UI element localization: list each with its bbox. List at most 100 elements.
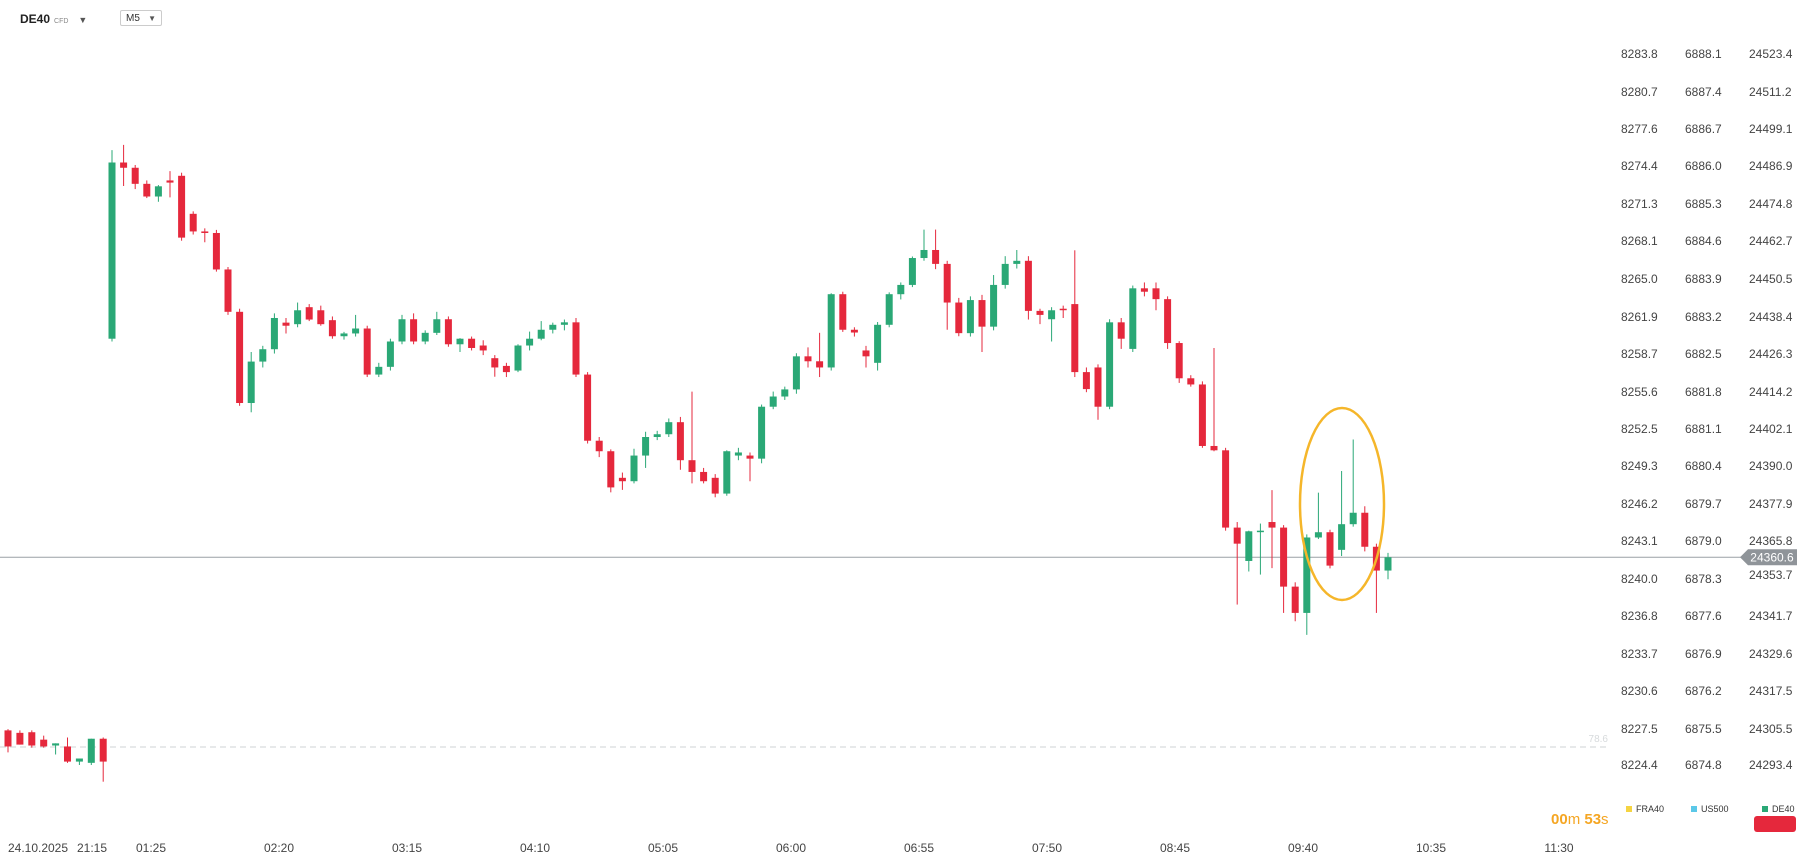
axis-label-fra40: 8277.6 xyxy=(1621,122,1658,136)
highlight-ellipse xyxy=(1298,406,1386,602)
candle-body xyxy=(328,320,336,337)
candle-body xyxy=(549,324,557,330)
axis-label-fra40: 8224.4 xyxy=(1621,758,1658,772)
axis-label-us500: 6875.5 xyxy=(1685,722,1722,736)
legend-item-de40[interactable]: DE40 xyxy=(1762,804,1795,814)
candle-body xyxy=(1071,304,1079,373)
candle-body xyxy=(1314,532,1322,538)
candle-body xyxy=(827,294,835,368)
candle-body xyxy=(862,350,870,357)
candle-body xyxy=(920,249,928,259)
axis-label-fra40: 8271.3 xyxy=(1621,197,1658,211)
axis-label-us500: 6878.3 xyxy=(1685,572,1722,586)
candle-body xyxy=(40,739,48,747)
candle-body xyxy=(676,422,684,461)
candle-body xyxy=(1117,322,1125,339)
candle-body xyxy=(734,452,742,456)
axis-label-fra40: 8233.7 xyxy=(1621,647,1658,661)
candle-body xyxy=(839,294,847,330)
axis-label-fra40: 8280.7 xyxy=(1621,85,1658,99)
candle-body xyxy=(630,455,638,482)
fib-level-label: 78.6 xyxy=(1589,734,1609,745)
axis-label-us500: 6877.6 xyxy=(1685,609,1722,623)
candle-body xyxy=(479,345,487,351)
axis-label-de40: 24523.4 xyxy=(1749,47,1793,61)
trade-badge[interactable] xyxy=(1754,816,1796,832)
candle-body xyxy=(52,743,60,746)
candle-body xyxy=(1164,299,1172,344)
axis-label-fra40: 8261.9 xyxy=(1621,310,1658,324)
axis-label-de40: 24486.9 xyxy=(1749,159,1793,173)
axis-label-us500: 6880.4 xyxy=(1685,459,1722,473)
candle-body xyxy=(154,186,162,197)
timeframe-selector[interactable]: M5 ▼ xyxy=(120,10,162,26)
candle-body xyxy=(642,437,650,456)
candle-body xyxy=(1001,263,1009,285)
candle-body xyxy=(363,328,371,375)
axis-label-us500: 6883.2 xyxy=(1685,310,1722,324)
candle-body xyxy=(120,162,128,168)
axis-label-de40: 24426.3 xyxy=(1749,347,1793,361)
axis-label-us500: 6884.6 xyxy=(1685,234,1722,248)
candle-body xyxy=(1082,372,1090,390)
time-axis-label: 01:25 xyxy=(136,841,166,855)
candle-body xyxy=(758,406,766,459)
symbol-name: DE40 xyxy=(20,12,51,26)
legend-item-fra40[interactable]: FRA40 xyxy=(1626,804,1664,814)
axis-label-fra40: 8255.6 xyxy=(1621,385,1658,399)
time-axis-label: 06:55 xyxy=(904,841,934,855)
candle-body xyxy=(746,455,754,459)
candle-body xyxy=(212,232,220,270)
candle-body xyxy=(653,434,661,438)
candle-body xyxy=(966,300,974,334)
time-axis-label: 11:30 xyxy=(1544,841,1573,855)
countdown-seconds: 53 xyxy=(1584,811,1602,828)
candle-body xyxy=(1175,343,1183,379)
legend-item-us500[interactable]: US500 xyxy=(1691,804,1729,814)
candle-body xyxy=(398,319,406,342)
candle-body xyxy=(410,319,418,342)
candle-body xyxy=(270,317,278,350)
candle-body xyxy=(688,460,696,472)
axis-label-de40: 24450.5 xyxy=(1749,272,1793,286)
countdown-minutes-unit: m xyxy=(1567,811,1581,828)
axis-label-de40: 24511.2 xyxy=(1749,85,1792,99)
axis-label-de40: 24341.7 xyxy=(1749,609,1793,623)
axis-label-us500: 6882.5 xyxy=(1685,347,1722,361)
candle-body xyxy=(1256,530,1264,533)
axis-label-de40: 24438.4 xyxy=(1749,310,1793,324)
candle-body xyxy=(1222,450,1230,528)
axis-label-us500: 6879.0 xyxy=(1685,534,1722,548)
candle-body xyxy=(1106,322,1114,407)
axis-label-us500: 6886.7 xyxy=(1685,122,1722,136)
candle-body xyxy=(572,322,580,375)
time-axis-label: 09:40 xyxy=(1288,841,1318,855)
axis-label-fra40: 8230.6 xyxy=(1621,684,1658,698)
candle-body xyxy=(201,231,209,233)
axis-label-de40: 24365.8 xyxy=(1749,534,1793,548)
axis-label-fra40: 8240.0 xyxy=(1621,572,1658,586)
candle-body xyxy=(456,338,464,345)
axis-label-fra40: 8252.5 xyxy=(1621,422,1658,436)
axis-label-us500: 6879.7 xyxy=(1685,497,1722,511)
candle-body xyxy=(1210,445,1218,451)
candle-body xyxy=(1140,288,1148,292)
candle-body xyxy=(1384,557,1392,571)
legend-swatch xyxy=(1691,806,1697,812)
candle-body xyxy=(1280,527,1288,587)
candle-body xyxy=(1233,527,1241,544)
candle-body xyxy=(4,730,12,747)
candle-body xyxy=(943,263,951,303)
candle-body xyxy=(932,249,940,264)
candle-body xyxy=(560,322,568,325)
candle-body xyxy=(792,356,800,390)
candle-body xyxy=(64,746,71,762)
candle-body xyxy=(1059,308,1067,311)
candle-body xyxy=(1024,260,1032,311)
candle-body xyxy=(28,732,36,746)
axis-label-us500: 6887.4 xyxy=(1685,85,1722,99)
axis-label-us500: 6888.1 xyxy=(1685,47,1722,61)
candle-body xyxy=(1094,367,1102,407)
symbol-selector[interactable]: DE40 CFD ▼ xyxy=(20,12,87,26)
